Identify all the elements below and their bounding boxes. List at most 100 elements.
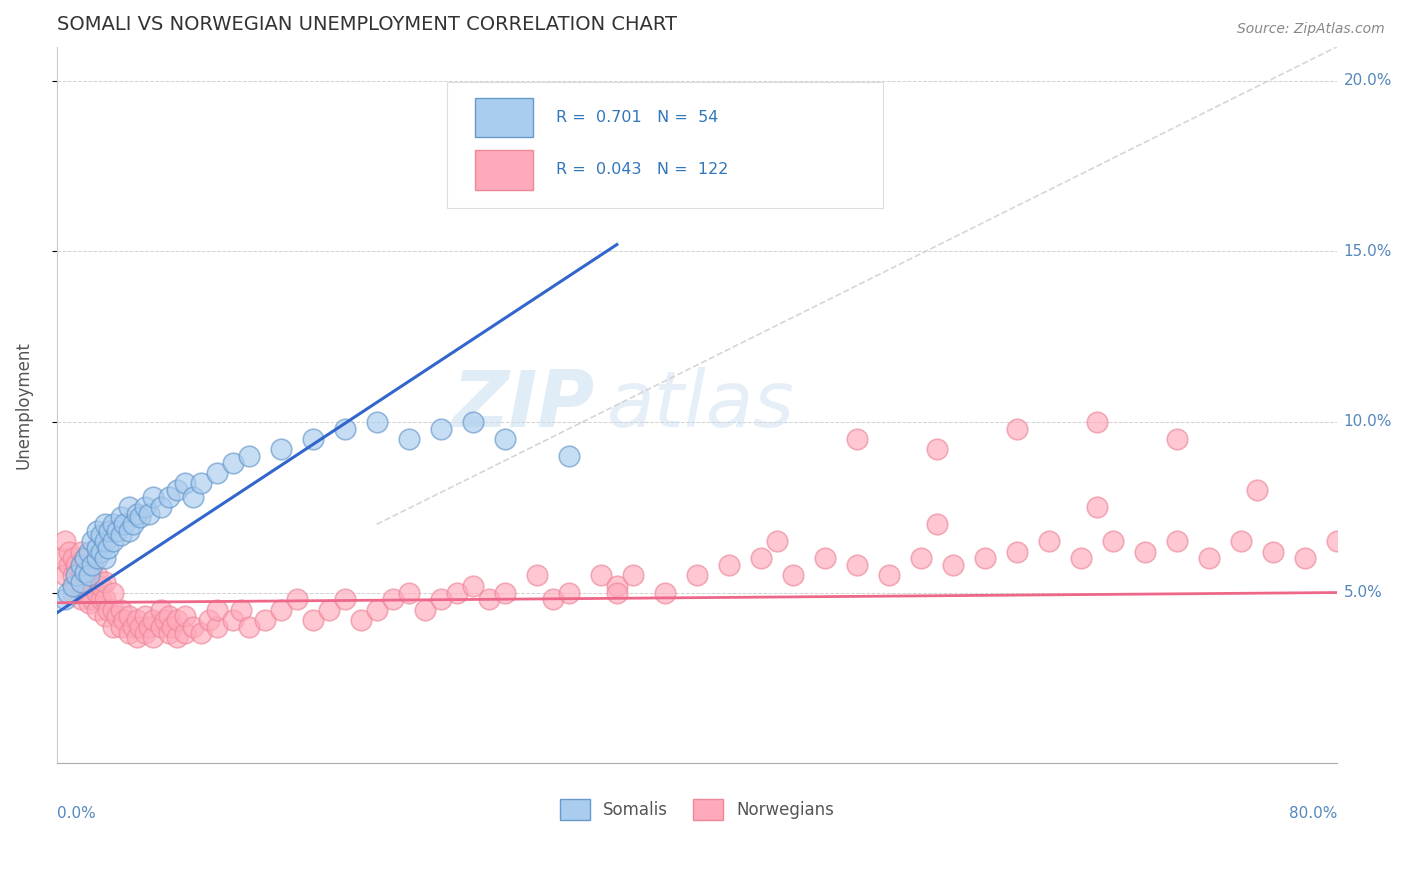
Point xyxy=(93,534,115,549)
Point xyxy=(142,490,165,504)
Point xyxy=(205,466,228,480)
Point xyxy=(589,568,612,582)
Point xyxy=(221,456,243,470)
Text: ZIP: ZIP xyxy=(453,367,595,443)
Point xyxy=(62,568,84,582)
Point xyxy=(190,626,212,640)
Point xyxy=(301,432,323,446)
Point xyxy=(93,551,115,566)
Point xyxy=(910,551,932,566)
Point xyxy=(101,517,124,532)
Point xyxy=(110,602,132,616)
Point xyxy=(1230,534,1253,549)
Text: 20.0%: 20.0% xyxy=(1344,73,1392,88)
Point xyxy=(398,432,420,446)
Text: Source: ZipAtlas.com: Source: ZipAtlas.com xyxy=(1237,22,1385,37)
Text: 80.0%: 80.0% xyxy=(1289,806,1337,822)
Point xyxy=(86,602,108,616)
Point xyxy=(53,534,76,549)
Point xyxy=(205,602,228,616)
FancyBboxPatch shape xyxy=(475,150,533,190)
Point xyxy=(166,613,188,627)
Point xyxy=(494,585,516,599)
Point xyxy=(62,585,84,599)
Point xyxy=(942,558,965,573)
Point xyxy=(173,626,195,640)
Point xyxy=(221,613,243,627)
Point xyxy=(51,551,73,566)
Point xyxy=(366,602,388,616)
Point xyxy=(138,507,160,521)
Point xyxy=(65,558,87,573)
Point xyxy=(93,517,115,532)
Point xyxy=(101,602,124,616)
Point xyxy=(93,609,115,624)
Point xyxy=(90,579,112,593)
Point xyxy=(149,602,172,616)
Point xyxy=(142,613,165,627)
Point xyxy=(270,602,292,616)
FancyBboxPatch shape xyxy=(447,82,883,208)
Point xyxy=(166,630,188,644)
Point xyxy=(53,592,76,607)
Point xyxy=(1166,432,1188,446)
Text: 15.0%: 15.0% xyxy=(1344,244,1392,259)
Point xyxy=(181,620,204,634)
Point xyxy=(77,544,100,558)
Point xyxy=(157,626,180,640)
Point xyxy=(117,626,139,640)
Point xyxy=(1326,534,1348,549)
Point xyxy=(125,507,148,521)
Point xyxy=(197,613,219,627)
Point xyxy=(62,551,84,566)
Point xyxy=(301,613,323,627)
Point xyxy=(86,551,108,566)
Point xyxy=(134,626,156,640)
Point xyxy=(1085,500,1108,515)
Point xyxy=(69,544,91,558)
Point xyxy=(925,442,948,457)
Text: 0.0%: 0.0% xyxy=(56,806,96,822)
Point xyxy=(112,517,135,532)
Point xyxy=(101,620,124,634)
Point xyxy=(77,579,100,593)
Text: 10.0%: 10.0% xyxy=(1344,415,1392,429)
Point xyxy=(461,579,484,593)
Point xyxy=(461,415,484,429)
Point xyxy=(58,558,80,573)
Point xyxy=(1166,534,1188,549)
Point xyxy=(318,602,340,616)
Point xyxy=(125,613,148,627)
Point xyxy=(58,544,80,558)
Point xyxy=(229,602,252,616)
Point xyxy=(117,500,139,515)
Point xyxy=(122,620,145,634)
Point xyxy=(446,585,468,599)
Point xyxy=(717,558,740,573)
Point xyxy=(107,609,129,624)
Point xyxy=(90,527,112,541)
Point xyxy=(80,592,103,607)
Point xyxy=(238,449,260,463)
Point xyxy=(93,592,115,607)
Point xyxy=(606,579,628,593)
Point xyxy=(749,551,772,566)
Point xyxy=(86,524,108,538)
Point xyxy=(107,524,129,538)
Point xyxy=(606,585,628,599)
Point xyxy=(413,602,436,616)
Point xyxy=(270,442,292,457)
Point xyxy=(173,609,195,624)
Point xyxy=(138,620,160,634)
Point xyxy=(1102,534,1125,549)
Point xyxy=(69,562,91,576)
Point xyxy=(128,510,150,524)
Point xyxy=(97,602,120,616)
Point xyxy=(1070,551,1092,566)
Point xyxy=(90,544,112,558)
Point xyxy=(181,490,204,504)
Point xyxy=(846,558,869,573)
Point xyxy=(65,568,87,582)
FancyBboxPatch shape xyxy=(475,98,533,137)
Point xyxy=(80,534,103,549)
